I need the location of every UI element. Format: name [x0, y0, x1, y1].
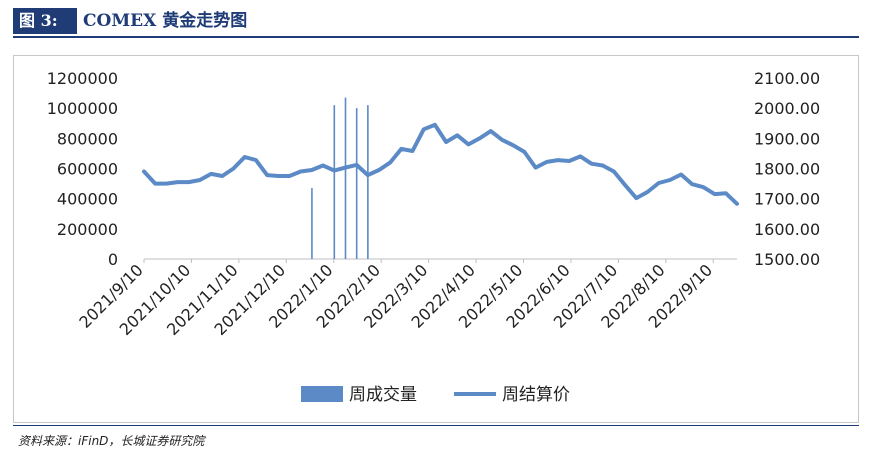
comex-gold-chart: 020000040000060000080000010000001200000 … [47, 69, 820, 405]
source-note: 资料来源：iFinD，长城证券研究院 [18, 434, 205, 448]
right-tick-label: 1800.00 [754, 160, 820, 179]
figure-title: COMEX 黄金走势图 [83, 11, 248, 31]
volume-bar [355, 108, 358, 259]
left-tick-label: 400000 [57, 190, 118, 209]
bottom-rule [13, 425, 859, 426]
chart-frame: 0 200000 400000 600000 800000 1000000 1200000 … [13, 55, 859, 423]
left-tick-label: 200000 [57, 220, 118, 239]
x-axis-tick-labels: 2021/9/102021/10/102021/11/102021/12/102… [75, 259, 716, 339]
right-tick-label: 2000.00 [754, 99, 820, 118]
left-tick-label: 0 [108, 250, 118, 269]
left-tick-label: 600000 [57, 160, 118, 179]
volume-bar [311, 188, 313, 259]
legend: 周成交量 周结算价 [301, 385, 570, 405]
volume-bars [311, 97, 369, 260]
left-tick-label: 1200000 [47, 69, 118, 88]
volume-bar [333, 105, 336, 260]
left-tick-label: 1000000 [47, 99, 118, 118]
right-tick-label: 1900.00 [754, 129, 820, 148]
right-axis-ticks: 1500.00 1600.00 1700.00 1800.00 1900.00 2000.… [754, 69, 820, 269]
left-tick-label: 800000 [57, 129, 118, 148]
right-tick-label: 2100.00 [754, 69, 820, 88]
legend-volume-swatch [301, 386, 343, 402]
volume-bar [367, 105, 369, 260]
figure-label: 图 3: [13, 8, 77, 34]
legend-price-label: 周结算价 [502, 385, 570, 405]
right-tick-label: 1500.00 [754, 250, 820, 269]
title-rule [13, 36, 859, 38]
left-axis-ticks: 0 200000 400000 600000 800000 1000000 1200000 [47, 69, 118, 269]
right-tick-label: 1700.00 [754, 190, 820, 209]
volume-bar [344, 97, 347, 259]
legend-volume-label: 周成交量 [349, 385, 417, 405]
right-tick-label: 1600.00 [754, 220, 820, 239]
price-line [142, 122, 739, 206]
